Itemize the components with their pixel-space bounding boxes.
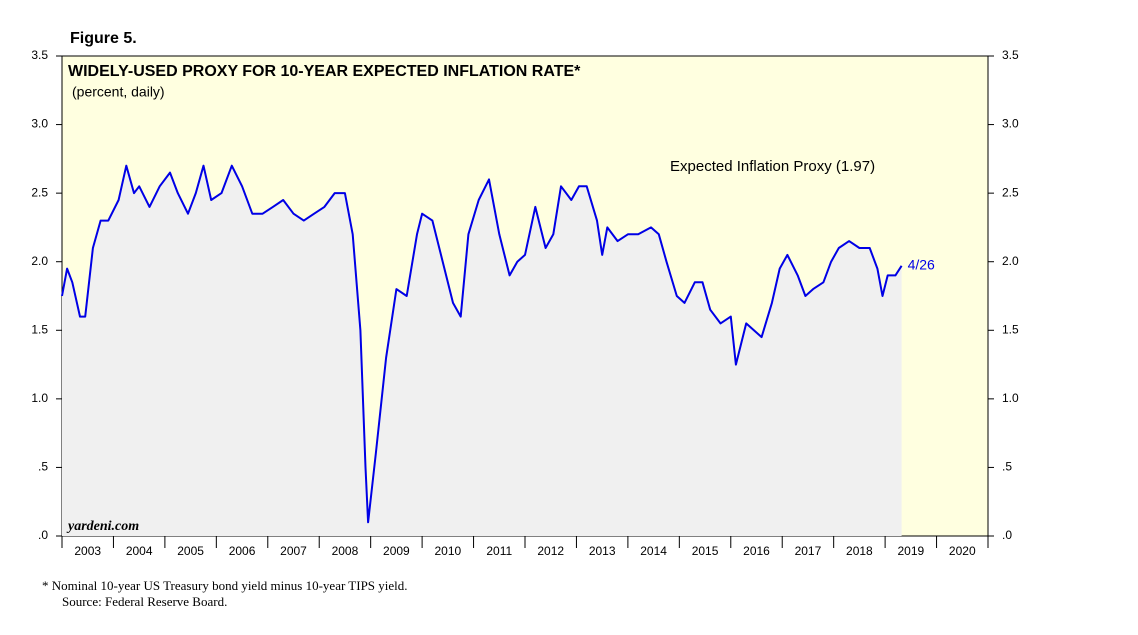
y-tick-label: 1.5: [31, 322, 48, 336]
footnote: * Nominal 10-year US Treasury bond yield…: [42, 578, 408, 593]
y-tick-label: .5: [38, 460, 48, 474]
x-tick-label: 2004: [126, 544, 153, 558]
chart-title: WIDELY-USED PROXY FOR 10-YEAR EXPECTED I…: [68, 63, 581, 80]
y-tick-label: 3.5: [31, 48, 48, 62]
x-tick-label: 2020: [949, 544, 976, 558]
plot-area: [61, 164, 903, 536]
end-label: 4/26: [908, 257, 935, 273]
source-note: Source: Federal Reserve Board.: [62, 594, 227, 609]
y2-tick-label: .5: [1002, 460, 1012, 474]
x-tick-label: 2015: [692, 544, 719, 558]
y-tick-label: .0: [38, 528, 48, 542]
y2-tick-label: 1.5: [1002, 322, 1019, 336]
y-tick-label: 3.0: [31, 117, 48, 131]
x-tick-label: 2005: [177, 544, 204, 558]
y2-tick-label: .0: [1002, 528, 1012, 542]
figure-label: Figure 5.: [70, 30, 137, 47]
x-tick-label: 2011: [486, 544, 512, 558]
series-label: Expected Inflation Proxy (1.97): [670, 158, 875, 175]
x-tick-label: 2016: [743, 544, 770, 558]
x-tick-label: 2019: [897, 544, 924, 558]
y-tick-label: 2.5: [31, 185, 48, 199]
source-mark: yardeni.com: [66, 519, 139, 534]
y-tick-label: 2.0: [31, 254, 48, 268]
chart-subtitle: (percent, daily): [72, 84, 165, 100]
area: [62, 165, 902, 536]
y2-tick-label: 1.0: [1002, 391, 1019, 405]
x-tick-label: 2010: [434, 544, 461, 558]
y2-tick-label: 2.5: [1002, 185, 1019, 199]
x-tick-label: 2013: [589, 544, 616, 558]
y2-tick-label: 3.5: [1002, 48, 1019, 62]
x-tick-label: 2017: [795, 544, 822, 558]
y2-tick-label: 3.0: [1002, 117, 1019, 131]
x-tick-label: 2012: [537, 544, 564, 558]
y-tick-label: 1.0: [31, 391, 48, 405]
x-tick-label: 2006: [229, 544, 256, 558]
x-tick-label: 2018: [846, 544, 873, 558]
line: [61, 164, 903, 524]
x-tick-label: 2003: [74, 544, 101, 558]
x-tick-label: 2008: [332, 544, 359, 558]
x-tick-label: 2009: [383, 544, 410, 558]
y2-tick-label: 2.0: [1002, 254, 1019, 268]
x-tick-label: 2007: [280, 544, 307, 558]
x-tick-label: 2014: [640, 544, 667, 558]
